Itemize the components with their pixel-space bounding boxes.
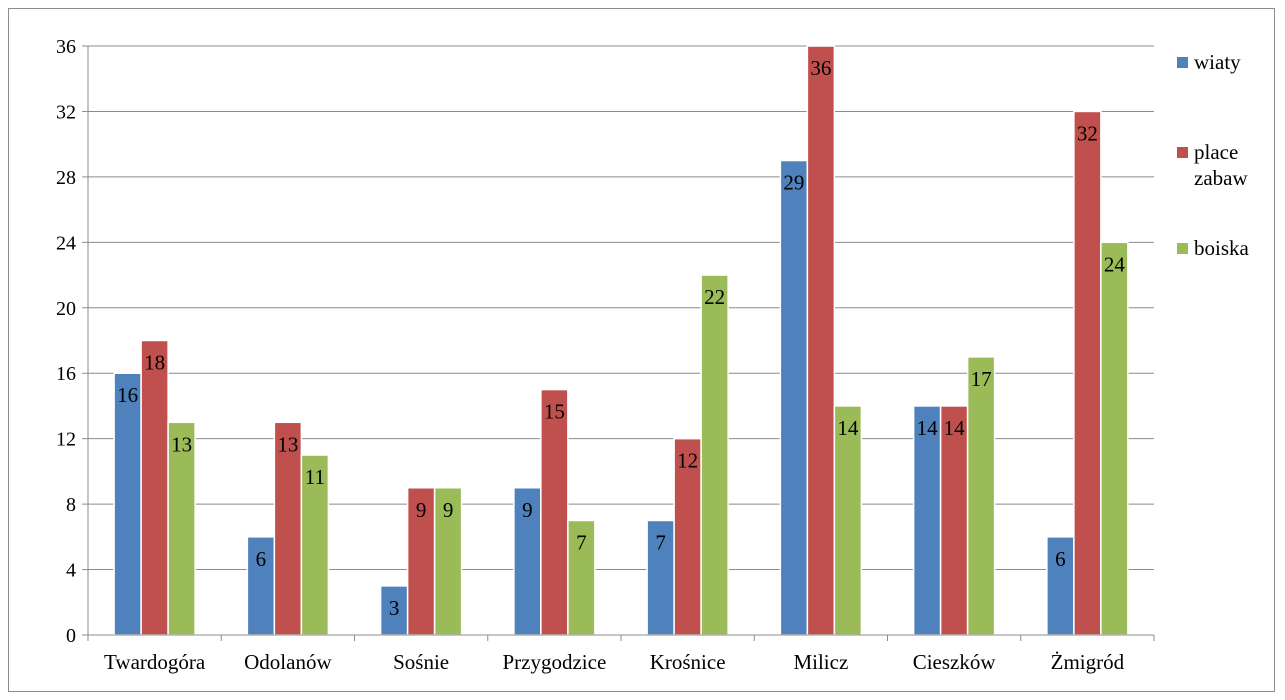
x-category-label: Twardogóra <box>104 650 206 674</box>
legend-label-place-zabaw: place zabaw <box>1194 140 1248 190</box>
data-label: 7 <box>576 530 587 554</box>
gridlines <box>88 45 1154 571</box>
bar-place-zabaw <box>673 437 702 636</box>
bars <box>113 45 1129 636</box>
data-label: 32 <box>1077 121 1098 145</box>
data-label: 14 <box>917 416 939 440</box>
bar-place-zabaw <box>1073 110 1102 636</box>
x-axis-categories: Twardogóra Odolanów Sośnie Przygodzice Krośn… <box>104 650 1125 674</box>
data-label: 7 <box>655 530 666 554</box>
chart-frame: 0 4 8 12 16 20 24 28 32 36 16 18 13 6 13 11 3 9 9 9 15 7 7 12 2… <box>8 8 1275 692</box>
x-category-label: Krośnice <box>650 650 726 674</box>
y-tick-label: 24 <box>56 232 76 254</box>
y-tick-label: 12 <box>56 429 76 451</box>
y-tick-label: 36 <box>56 36 76 58</box>
bar-boiska <box>1100 241 1129 636</box>
x-category-label: Milicz <box>793 650 848 674</box>
data-label: 3 <box>389 596 400 620</box>
data-label: 9 <box>416 498 427 522</box>
bar-wiaty <box>912 405 942 636</box>
axes <box>87 46 1155 641</box>
data-label: 17 <box>971 367 992 391</box>
bar-wiaty <box>113 372 142 636</box>
bar-wiaty <box>379 585 409 636</box>
bar-wiaty <box>779 159 809 636</box>
y-tick-label: 32 <box>56 101 76 123</box>
bar-wiaty <box>646 519 675 636</box>
y-tick-label: 0 <box>66 625 76 647</box>
x-category-label: Przygodzice <box>502 650 606 674</box>
y-tick-label: 28 <box>56 167 76 189</box>
bar-place-zabaw <box>939 405 969 636</box>
data-label: 9 <box>443 498 454 522</box>
data-label: 6 <box>256 547 267 571</box>
data-label: 6 <box>1055 547 1066 571</box>
bar-place-zabaw <box>140 339 169 636</box>
data-label: 9 <box>522 498 533 522</box>
y-tick-label: 16 <box>56 363 76 385</box>
y-tick-label: 20 <box>56 298 76 320</box>
y-tick-label: 4 <box>66 560 76 582</box>
bar-boiska <box>966 356 996 636</box>
data-label: 24 <box>1104 252 1126 276</box>
data-label: 16 <box>117 383 138 407</box>
data-label: 14 <box>837 416 859 440</box>
x-category-label: Odolanów <box>244 650 332 674</box>
data-label: 14 <box>944 416 966 440</box>
data-label: 29 <box>783 171 804 195</box>
legend-swatch-place-zabaw <box>1177 147 1188 158</box>
x-category-label: Cieszków <box>913 650 997 674</box>
legend-swatch-boiska <box>1177 243 1188 254</box>
data-label: 13 <box>277 432 298 456</box>
bar-boiska <box>567 519 596 636</box>
bar-place-zabaw <box>540 388 569 636</box>
data-label: 18 <box>144 351 165 375</box>
legend-label-boiska: boiska <box>1194 236 1250 260</box>
data-label: 22 <box>704 285 725 309</box>
data-label: 36 <box>810 56 831 80</box>
data-label: 12 <box>677 449 698 473</box>
bar-boiska <box>433 487 463 636</box>
data-label: 13 <box>171 432 192 456</box>
legend: wiaty place zabaw boiska <box>1177 50 1250 260</box>
x-category-label: Sośnie <box>393 650 449 674</box>
y-axis-ticks: 0 4 8 12 16 20 24 28 32 36 <box>56 36 88 647</box>
bar-place-zabaw <box>806 45 836 636</box>
legend-swatch-wiaty <box>1177 57 1188 68</box>
bar-wiaty <box>246 536 276 636</box>
bar-place-zabaw <box>273 421 303 636</box>
bar-boiska <box>833 405 863 636</box>
data-label: 15 <box>544 400 565 424</box>
x-category-label: Żmigród <box>1051 650 1125 674</box>
y-tick-label: 8 <box>66 494 76 516</box>
legend-label-wiaty: wiaty <box>1194 50 1241 74</box>
data-label: 11 <box>305 465 325 489</box>
bar-boiska <box>300 454 330 636</box>
bar-boiska <box>700 274 729 636</box>
